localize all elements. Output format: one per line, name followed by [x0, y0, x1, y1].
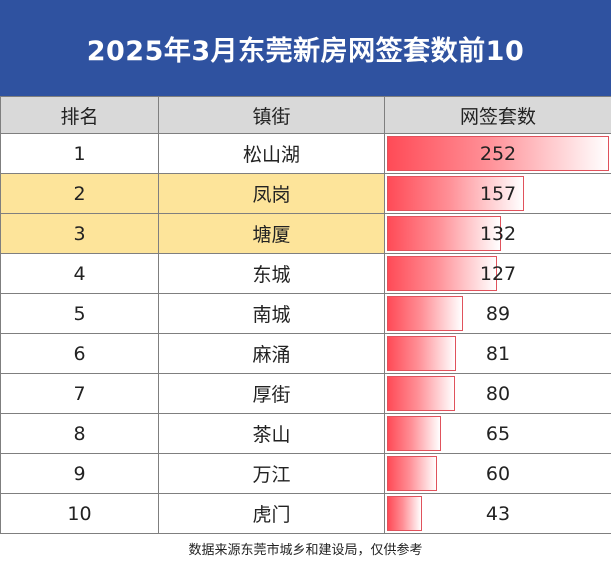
rank-cell: 3	[0, 213, 159, 254]
town-cell: 塘厦	[158, 213, 385, 254]
count-value: 81	[485, 342, 511, 365]
page-title: 2025年3月东莞新房网签套数前10	[0, 0, 611, 97]
count-value: 157	[479, 182, 517, 205]
rank-cell: 8	[0, 413, 159, 454]
count-value: 60	[485, 462, 511, 485]
count-cell: 65	[384, 413, 611, 454]
count-cell: 43	[384, 493, 611, 534]
count-cell: 252	[384, 133, 611, 174]
count-bar	[387, 416, 442, 451]
table-row: 2 凤岗 157	[0, 173, 611, 214]
town-cell: 麻涌	[158, 333, 385, 374]
table-header-row: 排名 镇街 网签套数	[0, 96, 611, 134]
count-bar	[387, 256, 497, 291]
town-cell: 万江	[158, 453, 385, 494]
count-value: 132	[479, 222, 517, 245]
rank-cell: 5	[0, 293, 159, 334]
count-bar	[387, 376, 455, 411]
rank-cell: 7	[0, 373, 159, 414]
rank-cell: 4	[0, 253, 159, 294]
table-row: 3 塘厦 132	[0, 213, 611, 254]
count-bar	[387, 176, 524, 211]
table-row: 10 虎门 43	[0, 493, 611, 534]
rank-cell: 9	[0, 453, 159, 494]
rank-cell: 10	[0, 493, 159, 534]
rank-cell: 1	[0, 133, 159, 174]
header-count: 网签套数	[384, 96, 611, 134]
count-cell: 89	[384, 293, 611, 334]
town-cell: 厚街	[158, 373, 385, 414]
count-cell: 157	[384, 173, 611, 214]
town-cell: 虎门	[158, 493, 385, 534]
table-row: 1 松山湖 252	[0, 133, 611, 174]
table-row: 4 东城 127	[0, 253, 611, 294]
header-rank: 排名	[0, 96, 159, 134]
count-value: 252	[479, 142, 517, 165]
table-row: 9 万江 60	[0, 453, 611, 494]
table-row: 6 麻涌 81	[0, 333, 611, 374]
count-value: 89	[485, 302, 511, 325]
source-note: 数据来源东莞市城乡和建设局，仅供参考	[188, 542, 423, 558]
count-bar	[387, 336, 456, 371]
town-cell: 松山湖	[158, 133, 385, 174]
town-cell: 东城	[158, 253, 385, 294]
count-value: 127	[479, 262, 517, 285]
count-value: 43	[485, 502, 511, 525]
count-cell: 132	[384, 213, 611, 254]
count-value: 80	[485, 382, 511, 405]
rank-cell: 2	[0, 173, 159, 214]
count-value: 65	[485, 422, 511, 445]
count-cell: 127	[384, 253, 611, 294]
table-row: 5 南城 89	[0, 293, 611, 334]
count-bar	[387, 456, 437, 491]
count-bar	[387, 216, 502, 251]
table-row: 8 茶山 65	[0, 413, 611, 454]
ranking-table: 排名 镇街 网签套数 1 松山湖 252 2 凤岗 157 3 塘厦 132 4 东城 127 5 南城 8…	[0, 96, 611, 534]
table-row: 7 厚街 80	[0, 373, 611, 414]
town-cell: 凤岗	[158, 173, 385, 214]
count-bar	[387, 496, 422, 531]
count-bar	[387, 296, 463, 331]
table-body: 1 松山湖 252 2 凤岗 157 3 塘厦 132 4 东城 127 5 南城 89 6 麻涌 81 7 厚街 80…	[0, 133, 611, 534]
town-cell: 茶山	[158, 413, 385, 454]
count-cell: 80	[384, 373, 611, 414]
count-bar	[387, 136, 609, 171]
rank-cell: 6	[0, 333, 159, 374]
town-cell: 南城	[158, 293, 385, 334]
count-cell: 81	[384, 333, 611, 374]
count-cell: 60	[384, 453, 611, 494]
header-town: 镇街	[158, 96, 385, 134]
